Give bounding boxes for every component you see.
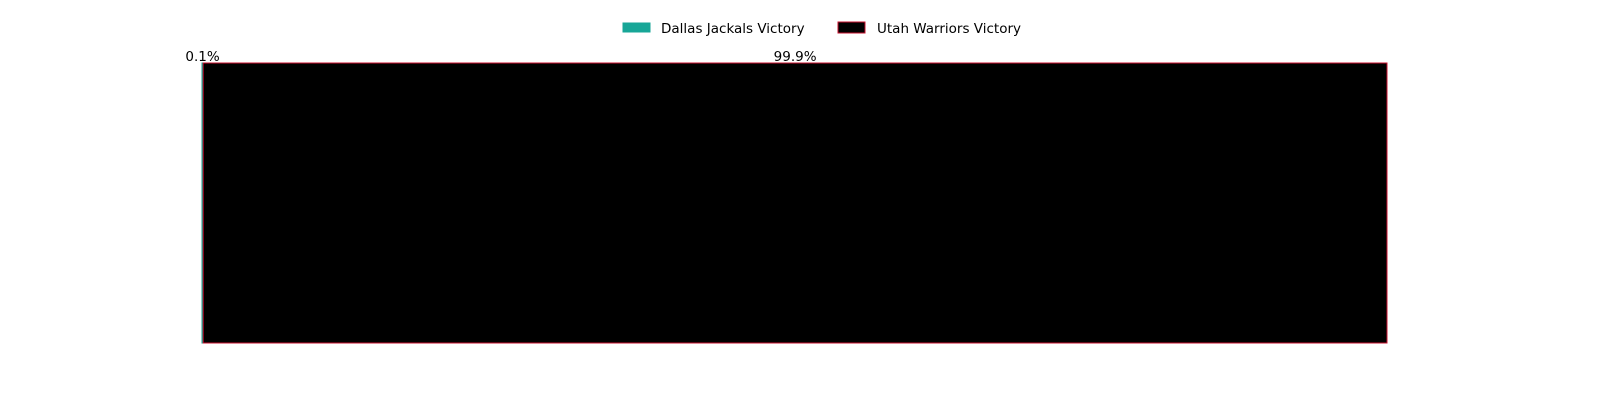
data-label-utah-warriors-victory: 99.9% [774,49,817,65]
legend-label-utah-warriors-victory: Utah Warriors Victory [877,21,1021,37]
legend-swatch-dallas-jackals-victory [622,22,651,33]
legend-label-dallas-jackals-victory: Dallas Jackals Victory [661,21,805,37]
data-labels-group: 0.1% 99.9% [185,49,816,65]
data-label-dallas-jackals-victory: 0.1% [185,49,219,65]
legend-swatch-utah-warriors-victory [837,21,866,34]
bar-segment-utah-warriors-victory [202,62,1388,344]
bars-group [201,62,1388,344]
legend: Dallas Jackals Victory Utah Warriors Vic… [622,21,1021,37]
